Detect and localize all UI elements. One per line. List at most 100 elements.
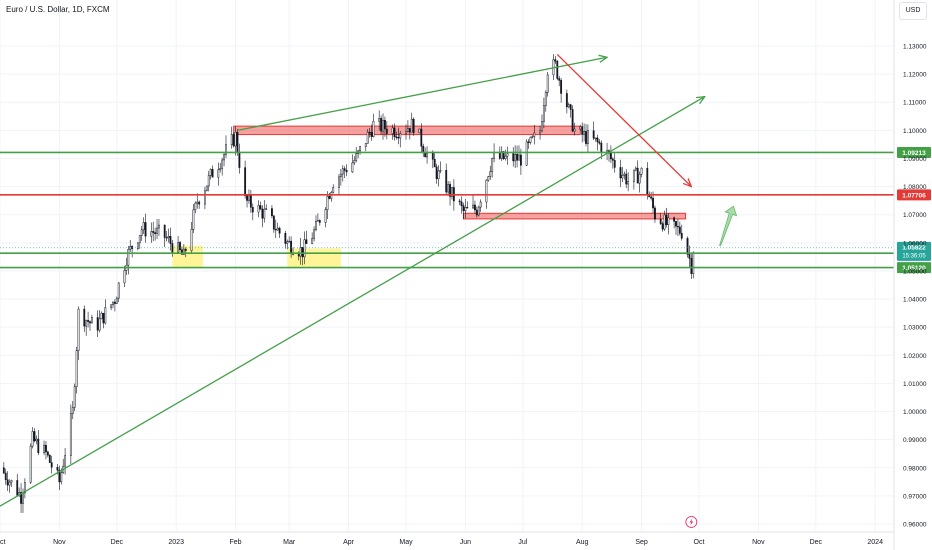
candle-up <box>525 141 528 166</box>
candle-down <box>83 308 86 327</box>
candle-up <box>339 173 342 178</box>
candle-up <box>182 248 185 255</box>
candle-up <box>286 241 289 244</box>
candle-up <box>150 231 153 237</box>
candle-up <box>22 492 24 504</box>
candle-down <box>688 254 691 259</box>
candle-down <box>301 247 304 258</box>
candle-down <box>297 254 300 257</box>
candle-down <box>420 128 423 147</box>
candle-up <box>69 413 72 456</box>
candle-up <box>75 350 78 388</box>
candle-down <box>659 218 662 224</box>
candle-up <box>10 480 13 483</box>
price-axis[interactable]: 1.13000 1.12000 1.11000 1.10000 1.09000 1.080… <box>893 0 927 550</box>
candle-up <box>359 146 361 152</box>
candle-up <box>579 126 582 130</box>
candle-down <box>408 128 411 133</box>
price-tick-label: 1.04000 <box>903 297 927 304</box>
candle-down <box>163 224 166 238</box>
candle-down <box>328 196 331 199</box>
candle-down <box>56 466 59 471</box>
candle-up <box>640 167 643 175</box>
candle-down <box>261 208 264 219</box>
candle-down <box>368 131 371 134</box>
candle-down <box>397 137 400 139</box>
candle-down <box>619 167 622 179</box>
candle-down <box>238 152 241 168</box>
price-tick-label: 0.99000 <box>903 437 927 444</box>
candle-up <box>138 235 141 244</box>
candle-up <box>217 169 220 178</box>
candle-up <box>112 301 114 306</box>
candle-up <box>399 133 402 139</box>
candle-up <box>127 249 130 266</box>
candle-down <box>596 137 599 143</box>
candle-up <box>123 270 126 284</box>
candle-down <box>20 492 22 504</box>
candle-up <box>366 131 369 144</box>
candle-up <box>23 482 26 494</box>
currency-button[interactable]: USD <box>899 2 927 20</box>
candle-down <box>154 232 157 235</box>
candle-up <box>140 229 143 236</box>
candle-down <box>179 242 181 251</box>
current-price-label: 1.05822 <box>902 244 926 251</box>
countdown-label: 15:36:05 <box>902 253 926 259</box>
candle-down <box>318 220 321 223</box>
time-tick-label: Oct <box>694 539 705 546</box>
candle-up <box>205 185 208 192</box>
price-tick-label: 1.03000 <box>903 325 927 332</box>
candle-down <box>131 245 134 249</box>
candle-down <box>395 136 398 138</box>
candle-up <box>221 159 224 169</box>
candle-up <box>104 307 107 324</box>
price-tick-label: 0.98000 <box>903 465 927 472</box>
time-tick-label: 2024 <box>867 539 883 546</box>
time-tick-label: Jul <box>518 539 527 546</box>
candle-up <box>406 128 409 132</box>
candle-down <box>384 119 386 130</box>
candle-down <box>412 118 415 134</box>
chart-grid <box>0 0 894 532</box>
candle-up <box>29 445 32 483</box>
candle-down <box>345 170 348 173</box>
candle-up <box>313 229 315 239</box>
trendline <box>237 57 607 131</box>
candle-down <box>87 320 90 322</box>
candle-up <box>338 176 340 188</box>
candle-up <box>477 206 480 216</box>
candle-up <box>71 407 74 414</box>
candle-down <box>259 205 262 210</box>
candle-up <box>541 121 543 132</box>
candle-down <box>625 173 628 185</box>
candle-down <box>661 223 664 230</box>
candle-down <box>45 444 47 453</box>
candle-down <box>554 59 557 62</box>
level-label: 1.05120 <box>902 265 926 272</box>
candle-up <box>546 74 549 93</box>
time-axis[interactable]: Oct Nov Dec 2023 Feb Mar Apr May Jun Jul Aug Sep Oct… <box>0 531 894 546</box>
candle-up <box>533 132 536 137</box>
projection-arrow <box>719 205 738 247</box>
candle-down <box>246 195 248 201</box>
candle-up <box>506 153 509 157</box>
candle-down <box>431 152 434 160</box>
candle-up <box>98 318 101 331</box>
candle-up <box>288 240 291 243</box>
candle-up <box>248 195 250 201</box>
candle-up <box>315 220 317 231</box>
candle-up <box>542 105 545 122</box>
time-tick-label: Nov <box>53 539 66 546</box>
candle-up <box>529 137 532 143</box>
candle-down <box>502 151 505 160</box>
candle-down <box>422 145 425 153</box>
candle-up <box>91 317 93 324</box>
candle-up <box>692 252 695 274</box>
candle-down <box>343 168 346 171</box>
candle-up <box>158 224 160 229</box>
candle-up <box>447 184 450 193</box>
trendline <box>556 53 691 186</box>
candle-up <box>587 130 589 144</box>
